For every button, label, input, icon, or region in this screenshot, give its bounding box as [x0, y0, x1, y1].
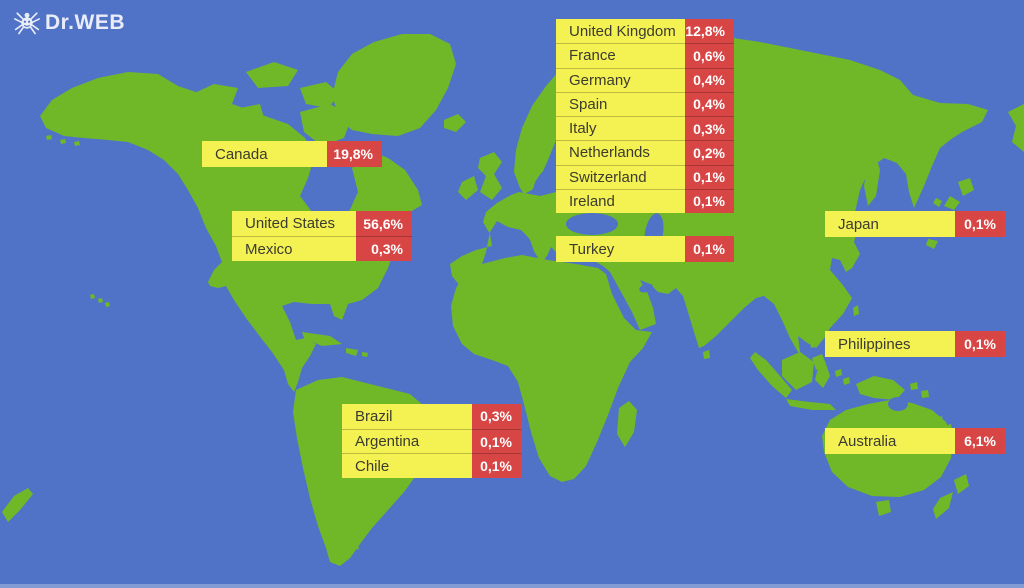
arctic-islands: [188, 62, 352, 146]
map-bottom-edge: [0, 584, 1024, 588]
country-row: Japan 0,1%: [825, 211, 1005, 237]
country-row: Brazil 0,3%: [342, 404, 521, 429]
country-row: Netherlands 0,2%: [556, 140, 734, 165]
baltic-sea: [533, 165, 557, 191]
country-name: Italy: [556, 116, 685, 141]
country-value: 0,1%: [685, 164, 734, 189]
country-value: 6,1%: [955, 428, 1005, 454]
country-name: United Kingdom: [556, 19, 685, 44]
country-name: Chile: [342, 453, 472, 479]
country-row: Spain 0,4%: [556, 91, 734, 116]
island-tasmania: [876, 500, 891, 516]
country-row: France 0,6%: [556, 43, 734, 68]
island-sakhalin: [864, 156, 880, 206]
continent-africa: [451, 255, 652, 482]
country-value: 0,1%: [685, 236, 734, 262]
country-value: 0,3%: [685, 116, 734, 141]
country-row: Canada 19,8%: [202, 141, 382, 167]
brand-name: Dr.WEB: [45, 11, 126, 34]
country-row: Chile 0,1%: [342, 453, 521, 479]
falkland-islands: [350, 543, 359, 550]
country-name: Argentina: [342, 428, 472, 454]
country-name: Spain: [556, 91, 685, 116]
island-borneo: [782, 352, 814, 390]
island-sri-lanka: [703, 350, 710, 359]
continent-north-america: [40, 72, 422, 392]
country-row: Turkey 0,1%: [556, 236, 734, 262]
country-value: 0,4%: [685, 67, 734, 92]
island-iceland: [444, 114, 466, 132]
islands-moluccas: [835, 369, 850, 385]
country-value: 0,2%: [685, 140, 734, 165]
country-value: 0,1%: [472, 428, 521, 454]
country-name: France: [556, 43, 685, 68]
country-row: Italy 0,3%: [556, 116, 734, 141]
country-value: 0,3%: [472, 404, 521, 429]
country-value: 0,6%: [685, 43, 734, 68]
drweb-logo: Dr.WEB: [14, 10, 125, 36]
label-block-south-america: Brazil 0,3% Argentina 0,1% Chile 0,1%: [342, 404, 521, 479]
label-block-europe: United Kingdom 12,8% France 0,6% Germany…: [556, 19, 734, 213]
country-row: Ireland 0,1%: [556, 188, 734, 213]
island-taiwan: [853, 305, 859, 316]
country-name: Philippines: [825, 331, 955, 357]
country-name: Mexico: [232, 236, 356, 261]
country-row: United States 56,6%: [232, 211, 412, 236]
country-value: 0,1%: [472, 453, 521, 479]
gulf-of-carpentaria: [888, 397, 908, 411]
island-ireland: [458, 176, 478, 200]
country-value: 19,8%: [327, 141, 382, 167]
islands-philippines: [810, 310, 827, 370]
wrapped-alaska-edge: [1008, 104, 1024, 152]
islands-hawaii: [90, 294, 110, 307]
label-block-japan: Japan 0,1%: [825, 211, 1005, 237]
country-name: Switzerland: [556, 164, 685, 189]
island-sulawesi: [815, 364, 830, 388]
country-name: United States: [232, 211, 356, 236]
country-value: 0,4%: [685, 91, 734, 116]
islands-aleutian: [46, 135, 80, 146]
country-name: Turkey: [556, 236, 685, 262]
country-name: Brazil: [342, 404, 472, 429]
country-value: 0,1%: [955, 331, 1005, 357]
country-name: Australia: [825, 428, 955, 454]
label-block-philippines: Philippines 0,1%: [825, 331, 1005, 357]
label-block-australia: Australia 6,1%: [825, 428, 1005, 454]
island-sumatra: [750, 352, 792, 398]
island-madagascar: [617, 401, 637, 447]
islands-new-zealand: [933, 474, 969, 519]
country-value: 0,3%: [356, 236, 412, 261]
country-row: United Kingdom 12,8%: [556, 19, 734, 44]
wrapped-new-zealand-edge: [2, 488, 33, 522]
country-row: Argentina 0,1%: [342, 428, 521, 454]
islands-japan: [926, 178, 974, 249]
country-name: Ireland: [556, 188, 685, 213]
country-row: Philippines 0,1%: [825, 331, 1005, 357]
island-java: [786, 399, 836, 410]
country-name: Netherlands: [556, 140, 685, 165]
persian-gulf: [639, 283, 653, 293]
country-row: Germany 0,4%: [556, 67, 734, 92]
country-name: Japan: [825, 211, 955, 237]
caribbean-islands: [302, 332, 368, 357]
island-new-guinea: [856, 376, 929, 400]
label-block-turkey: Turkey 0,1%: [556, 236, 734, 262]
country-name: Germany: [556, 67, 685, 92]
island-great-britain: [478, 152, 502, 200]
country-row: Mexico 0,3%: [232, 236, 412, 261]
country-name: Canada: [202, 141, 327, 167]
country-value: 12,8%: [685, 19, 734, 44]
country-value: 0,1%: [955, 211, 1005, 237]
country-value: 56,6%: [356, 211, 412, 236]
black-sea: [566, 213, 618, 235]
label-block-north-america: United States 56,6% Mexico 0,3%: [232, 211, 412, 261]
label-block-canada: Canada 19,8%: [202, 141, 382, 167]
country-row: Australia 6,1%: [825, 428, 1005, 454]
island-greenland: [332, 34, 456, 136]
spider-icon: [14, 12, 40, 35]
country-value: 0,1%: [685, 188, 734, 213]
country-row: Switzerland 0,1%: [556, 164, 734, 189]
